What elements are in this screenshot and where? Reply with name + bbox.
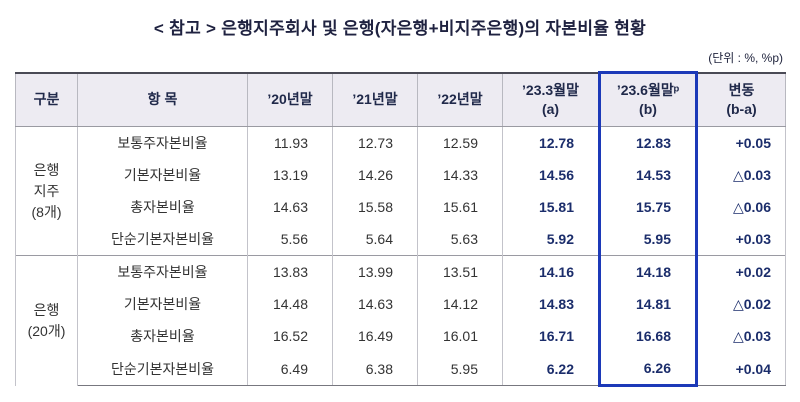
item-label: 기본자본비율 (77, 159, 248, 191)
value-cell: 14.81 (598, 288, 698, 320)
capital-ratio-table: 구분 항 목 ’20년말 ’21년말 ’22년말 ’23.3월말 (a) ’23… (15, 71, 786, 387)
value-cell: 12.73 (332, 126, 418, 159)
value-cell: 14.33 (417, 159, 503, 191)
value-cell: 5.95 (598, 223, 698, 256)
header-gubun: 구분 (15, 71, 78, 127)
value-cell: 13.51 (417, 255, 503, 288)
value-cell: 16.52 (247, 320, 333, 352)
table-row: 기본자본비율 14.48 14.63 14.12 14.83 14.81 △0.… (16, 288, 786, 320)
table-body: 은행 지주 (8개) 보통주자본비율 11.93 12.73 12.59 12.… (15, 126, 786, 387)
table-row: 기본자본비율 13.19 14.26 14.33 14.56 14.53 △0.… (16, 159, 786, 191)
value-cell: 14.12 (417, 288, 503, 320)
item-label: 총자본비율 (77, 320, 248, 352)
table-row: 단순기본자본비율 6.49 6.38 5.95 6.22 6.26 +0.04 (16, 352, 786, 387)
value-cell: 12.78 (502, 126, 600, 159)
value-cell: 15.81 (502, 191, 600, 223)
change-cell: △0.03 (696, 159, 786, 191)
change-cell: △0.06 (696, 191, 786, 223)
value-cell: 12.83 (598, 126, 698, 159)
value-cell: 15.58 (332, 191, 418, 223)
header-2023-06-b: ’23.6월말ᵖ (b) (598, 71, 698, 127)
value-cell: 16.68 (598, 320, 698, 352)
header-2021: ’21년말 (332, 71, 418, 127)
value-cell: 5.63 (417, 223, 503, 256)
value-cell: 16.71 (502, 320, 600, 352)
header-change: 변동 (b-a) (696, 71, 786, 127)
value-cell: 14.63 (247, 191, 333, 223)
value-cell: 11.93 (247, 126, 333, 159)
value-cell: 14.56 (502, 159, 600, 191)
item-label: 보통주자본비율 (77, 126, 248, 159)
value-cell: 16.49 (332, 320, 418, 352)
unit-note: (단위 : %, %p) (708, 51, 783, 65)
value-cell: 14.63 (332, 288, 418, 320)
item-label: 기본자본비율 (77, 288, 248, 320)
item-label: 단순기본자본비율 (77, 352, 248, 386)
table-row: 은행 지주 (8개) 보통주자본비율 11.93 12.73 12.59 12.… (15, 126, 786, 256)
value-cell: 14.48 (247, 288, 333, 320)
change-cell: +0.03 (696, 223, 786, 256)
header-item: 항 목 (77, 71, 248, 127)
change-cell: △0.03 (696, 320, 786, 352)
value-cell: 5.56 (247, 223, 333, 256)
value-cell: 6.26 (598, 352, 698, 387)
item-label: 총자본비율 (77, 191, 248, 223)
value-cell: 13.83 (247, 255, 333, 288)
value-cell: 6.22 (502, 352, 600, 386)
value-cell: 14.16 (502, 255, 600, 288)
value-cell: 15.61 (417, 191, 503, 223)
header-row: 구분 항 목 ’20년말 ’21년말 ’22년말 ’23.3월말 (a) ’23… (15, 71, 786, 127)
value-cell: 14.83 (502, 288, 600, 320)
value-cell: 6.38 (332, 352, 418, 386)
value-cell: 12.59 (417, 126, 503, 159)
value-cell: 15.75 (598, 191, 698, 223)
value-cell: 14.26 (332, 159, 418, 191)
page-title: < 참고 > 은행지주회사 및 은행(자은행+비지주은행)의 자본비율 현황 (153, 19, 647, 38)
value-cell: 14.18 (598, 255, 698, 288)
item-label: 단순기본자본비율 (77, 223, 248, 256)
item-label: 보통주자본비율 (77, 255, 248, 288)
header-2023-03-a: ’23.3월말 (a) (502, 71, 600, 127)
value-cell: 13.99 (332, 255, 418, 288)
table-row: 총자본비율 16.52 16.49 16.01 16.71 16.68 △0.0… (16, 320, 786, 352)
value-cell: 6.49 (247, 352, 333, 386)
header-2020: ’20년말 (247, 71, 333, 127)
change-cell: △0.02 (696, 288, 786, 320)
table-header: 구분 항 목 ’20년말 ’21년말 ’22년말 ’23.3월말 (a) ’23… (15, 71, 786, 127)
group-label-holding: 은행 지주 (8개) (15, 126, 78, 256)
change-cell: +0.02 (696, 255, 786, 288)
value-cell: 16.01 (417, 320, 503, 352)
change-cell: +0.04 (696, 352, 786, 386)
value-cell: 5.92 (502, 223, 600, 256)
value-cell: 14.53 (598, 159, 698, 191)
document-page: < 참고 > 은행지주회사 및 은행(자은행+비지주은행)의 자본비율 현황 (… (15, 19, 786, 387)
value-cell: 5.95 (417, 352, 503, 386)
value-cell: 13.19 (247, 159, 333, 191)
value-cell: 5.64 (332, 223, 418, 256)
header-2022: ’22년말 (417, 71, 503, 127)
table-row: 총자본비율 14.63 15.58 15.61 15.81 15.75 △0.0… (16, 191, 786, 223)
table-row: 은행 (20개) 보통주자본비율 13.83 13.99 13.51 14.16… (15, 255, 786, 386)
table-row: 단순기본자본비율 5.56 5.64 5.63 5.92 5.95 +0.03 (16, 223, 786, 256)
group-label-bank: 은행 (20개) (15, 255, 78, 386)
change-cell: +0.05 (696, 126, 786, 159)
